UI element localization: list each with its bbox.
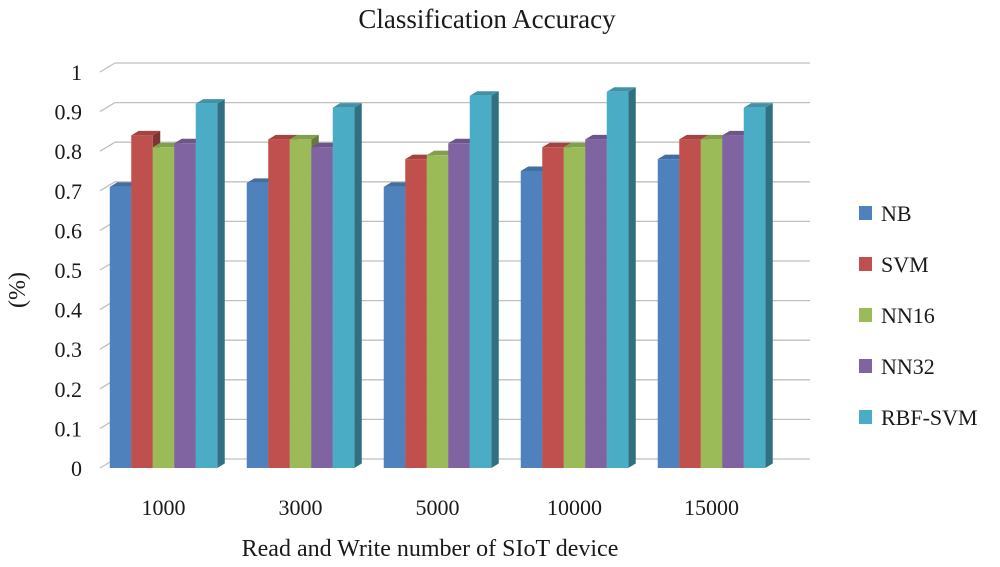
bar-top xyxy=(469,91,499,96)
y-tick-label: 1 xyxy=(71,60,82,85)
bar-rbf-svm-3000 xyxy=(332,103,362,468)
y-axis-label: (%) xyxy=(5,272,31,308)
y-tick-label: 0 xyxy=(71,456,82,481)
bar-top xyxy=(542,142,572,148)
x-tick-label: 5000 xyxy=(416,495,460,520)
y-tick-label: 0.7 xyxy=(55,179,83,204)
bar-front xyxy=(383,186,406,468)
legend-item-svm: SVM xyxy=(859,252,929,277)
bar-front xyxy=(311,147,333,469)
gridline-diagonal xyxy=(99,181,116,192)
bar-front xyxy=(289,139,312,468)
y-axis-ticks: 0 0.1 0.2 0.3 0.4 0.5 0.6 0.7 0.8 0.9 1 xyxy=(55,60,83,481)
gridline-diagonal xyxy=(99,62,116,73)
bar-front xyxy=(520,171,543,468)
bar-side xyxy=(628,87,636,469)
y-tick-label: 0.6 xyxy=(55,218,83,243)
x-tick-label: 15000 xyxy=(684,495,739,520)
x-tick-label: 10000 xyxy=(547,495,602,520)
legend-label: NN32 xyxy=(881,354,935,379)
bar-top xyxy=(606,87,636,92)
y-tick-label: 0.9 xyxy=(55,100,83,125)
bar-rbf-svm-10000 xyxy=(606,87,636,469)
legend-label: NN16 xyxy=(881,303,935,328)
bar-rbf-svm-15000 xyxy=(743,103,773,468)
bar-side xyxy=(354,103,362,468)
legend-swatch xyxy=(859,359,872,373)
y-tick-label: 0.8 xyxy=(55,139,83,164)
bar-front xyxy=(152,147,175,469)
legend-swatch xyxy=(859,206,872,220)
gridline-diagonal xyxy=(99,141,116,152)
y-tick-label: 0.3 xyxy=(55,337,83,362)
bar-front xyxy=(405,159,427,468)
bar-top xyxy=(679,134,709,140)
bar-front xyxy=(563,147,586,469)
bar-rbf-svm-1000 xyxy=(195,99,225,469)
bar-front xyxy=(542,147,564,469)
gridline-diagonal xyxy=(99,102,116,113)
bar-front xyxy=(585,139,607,468)
legend-item-rbf-svm: RBF-SVM xyxy=(859,405,978,430)
chart-title: Classification Accuracy xyxy=(358,4,616,34)
legend: NB SVM NN16 NN32 RBF-SVM xyxy=(859,201,978,430)
legend-label: RBF-SVM xyxy=(881,405,978,430)
bar-front xyxy=(700,139,723,468)
bar-front xyxy=(174,143,196,468)
bar-front xyxy=(131,135,153,469)
bar-front xyxy=(469,95,492,468)
bar-front xyxy=(722,135,744,469)
legend-label: SVM xyxy=(881,252,929,277)
legend-swatch xyxy=(859,410,872,424)
y-tick-label: 0.5 xyxy=(55,258,83,283)
legend-item-nn16: NN16 xyxy=(859,303,935,328)
bar-front xyxy=(606,91,629,469)
bar-front xyxy=(268,139,290,468)
bar-front xyxy=(679,139,701,468)
y-tick-label: 0.2 xyxy=(55,377,83,402)
bar-front xyxy=(332,107,355,468)
x-axis-ticks: 1000 3000 5000 10000 15000 xyxy=(142,495,740,520)
legend-label: NB xyxy=(881,201,912,226)
x-tick-label: 1000 xyxy=(142,495,186,520)
y-tick-label: 0.1 xyxy=(55,416,83,441)
bar-rbf-svm-5000 xyxy=(469,91,499,468)
bar-top xyxy=(289,134,319,140)
legend-item-nn32: NN32 xyxy=(859,354,935,379)
bar-side xyxy=(217,99,225,469)
bar-front xyxy=(743,107,766,468)
bar-top xyxy=(131,130,161,136)
legend-swatch xyxy=(859,257,872,271)
legend-item-nb: NB xyxy=(859,201,912,226)
legend-swatch xyxy=(859,308,872,322)
bar-front xyxy=(109,186,132,468)
y-tick-label: 0.4 xyxy=(55,298,83,323)
bar-front xyxy=(195,103,218,469)
bar-front xyxy=(426,155,449,468)
bars xyxy=(109,87,773,469)
bar-top xyxy=(195,99,225,104)
bar-top xyxy=(268,134,298,140)
bar-front xyxy=(657,159,680,468)
bar-side xyxy=(765,103,773,468)
bar-front xyxy=(448,143,470,468)
bar-side xyxy=(491,91,499,468)
bar-top xyxy=(743,103,773,108)
x-tick-label: 3000 xyxy=(279,495,323,520)
bar-top xyxy=(332,103,362,108)
bar-front xyxy=(246,182,269,468)
x-axis-label: Read and Write number of SIoT device xyxy=(242,536,619,562)
